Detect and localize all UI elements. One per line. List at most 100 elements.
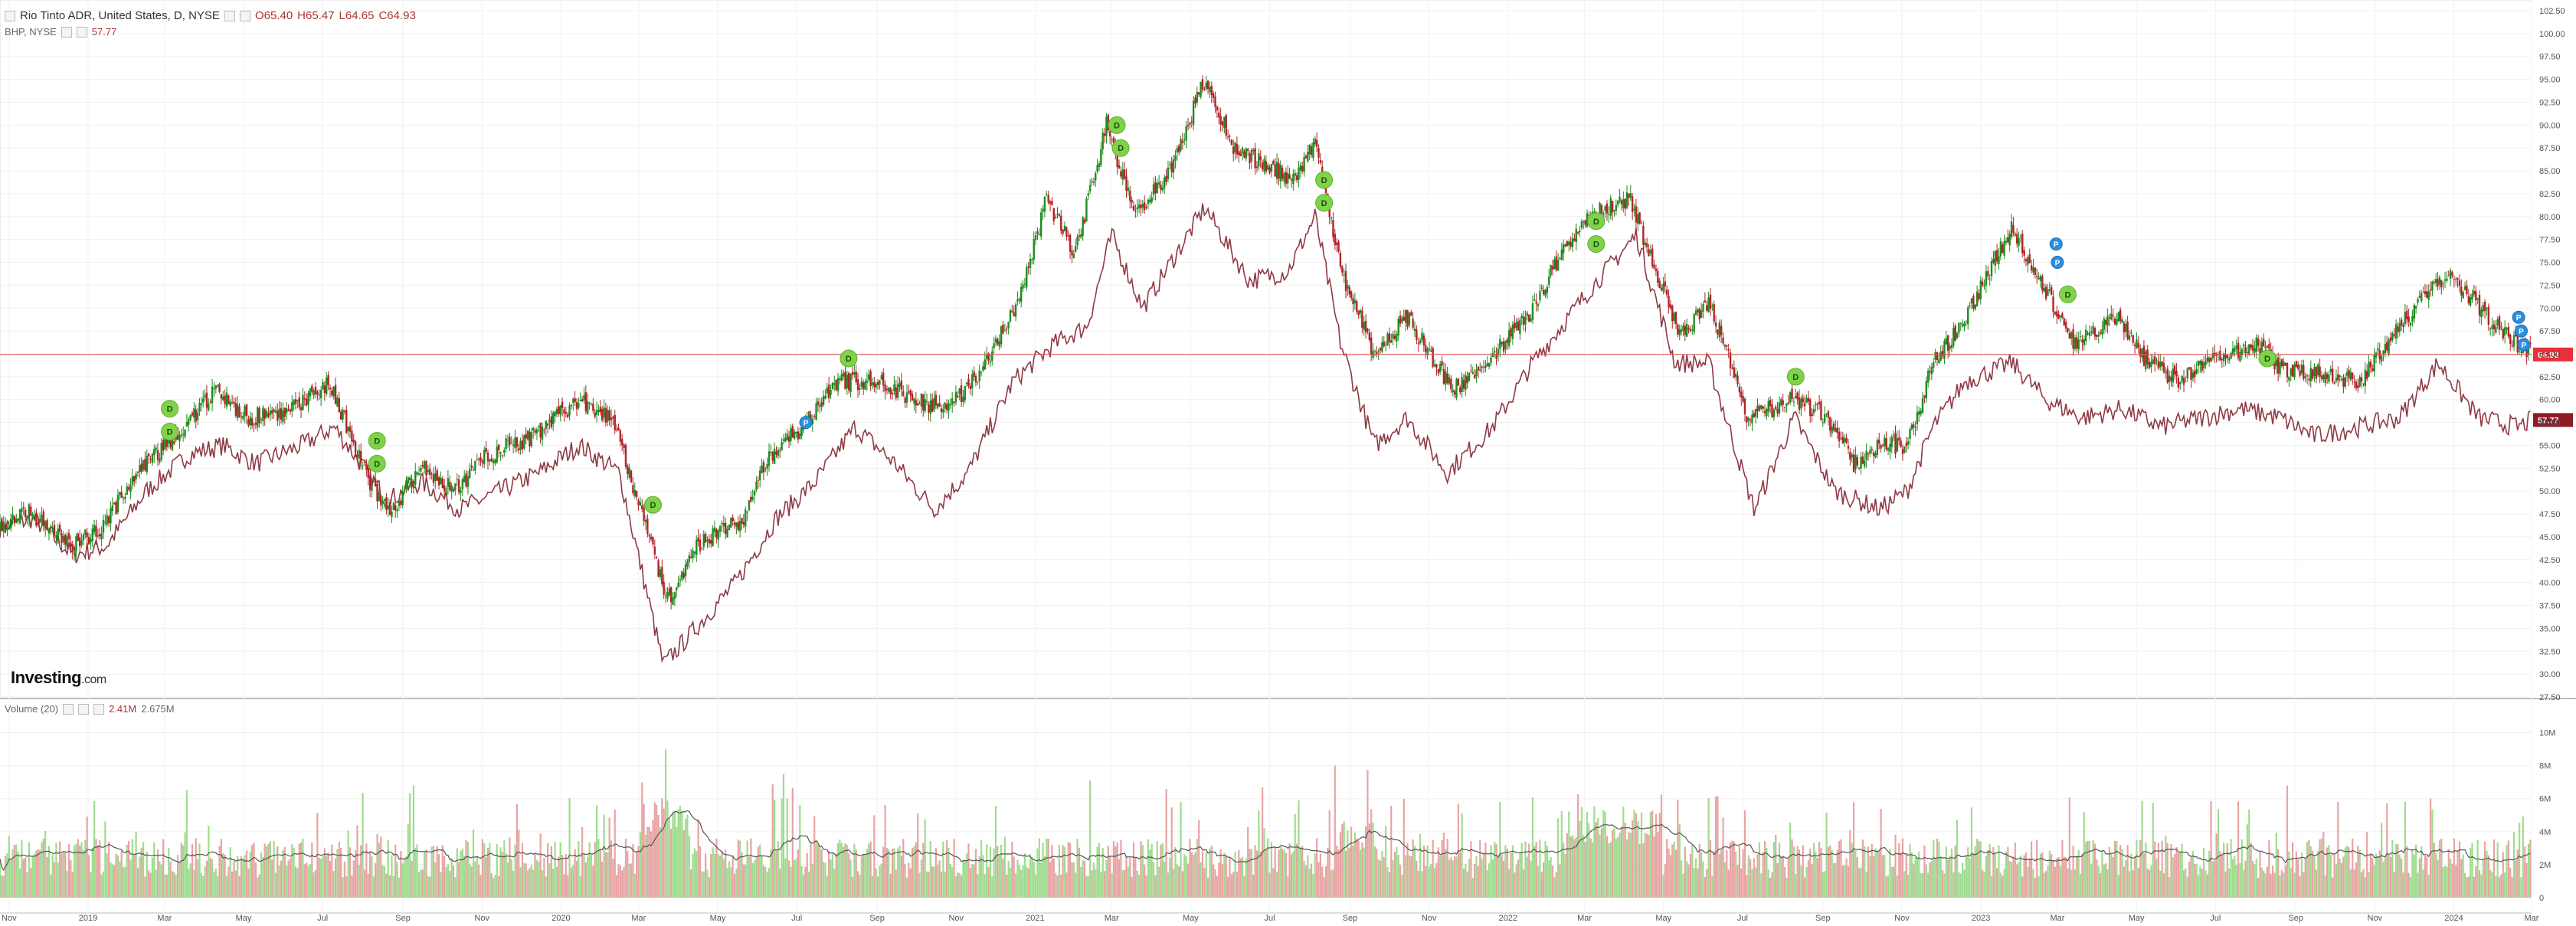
candle-body [257, 407, 259, 427]
volume-bar [1595, 822, 1597, 898]
candle-body [2355, 381, 2358, 389]
volume-settings-icon[interactable] [78, 703, 90, 715]
volume-bar [516, 803, 518, 898]
volume-bar [1528, 843, 1530, 898]
volume-bar [1452, 860, 1454, 898]
volume-bar [1502, 860, 1505, 898]
candle-body [761, 465, 763, 473]
candle-body [2414, 306, 2417, 309]
candle-body [1861, 456, 1864, 464]
volume-bar [1743, 810, 1746, 898]
candle-body [216, 385, 219, 387]
candle-body [443, 485, 446, 491]
candle-body [902, 391, 905, 396]
volume-bar [666, 800, 669, 898]
volume-bar [641, 782, 643, 898]
candle-body [2239, 352, 2241, 362]
candle-body [1299, 165, 1302, 171]
volume-bar [2348, 847, 2350, 898]
volume-bar [2032, 869, 2034, 898]
candle-body [918, 403, 921, 404]
candle-body [2529, 342, 2532, 345]
candle-body [1638, 212, 1641, 224]
volume-bar [2235, 865, 2237, 898]
candle-body [1550, 264, 1552, 276]
volume-bar [637, 846, 640, 898]
candle-body [245, 404, 248, 416]
volume-bar [1421, 871, 1423, 898]
volume-bar [922, 843, 925, 898]
candle-body [2155, 359, 2158, 361]
candle-body [1809, 399, 1812, 417]
candle-body [303, 398, 306, 400]
candle-body [1344, 270, 1347, 292]
event-marker [799, 416, 813, 430]
candle-body [2353, 381, 2355, 383]
volume-bar [1388, 872, 1390, 898]
candle-body [922, 394, 925, 411]
volume-toggle-icon[interactable] [63, 703, 74, 715]
collapse-toggle-icon[interactable] [5, 10, 15, 21]
compare-close-icon[interactable] [76, 26, 87, 38]
time-tick-label: May [1183, 914, 1199, 923]
candle-body [980, 371, 983, 373]
event-marker [2049, 237, 2063, 251]
candle-body [331, 390, 333, 396]
volume-bar [1787, 858, 1789, 898]
volume-bar [102, 871, 105, 898]
settings-icon[interactable] [224, 10, 235, 21]
volume-bar [840, 843, 843, 898]
event-marker-label: P [2516, 314, 2522, 322]
volume-bar [2145, 842, 2147, 898]
candle-body [378, 492, 381, 502]
candle-body [4, 524, 7, 530]
volume-bar [2415, 844, 2417, 898]
candle-body [151, 453, 154, 463]
volume-bar [2393, 872, 2395, 898]
candle-body [565, 412, 568, 414]
volume-bar [868, 843, 870, 898]
volume-bar [1836, 849, 1838, 898]
volume-bar [1290, 854, 1293, 898]
volume-bar [2502, 852, 2504, 898]
candle-body [2030, 265, 2033, 271]
candle-body [420, 468, 422, 472]
candle-body [2153, 356, 2156, 365]
candle-body [1023, 283, 1026, 285]
price-tick-label: 40.00 [2539, 579, 2561, 588]
compare-settings-icon[interactable] [61, 26, 72, 38]
volume-bar [1921, 872, 1924, 898]
volume-bar [119, 861, 121, 898]
volume-bar [728, 861, 731, 898]
volume-bar [2346, 846, 2349, 898]
volume-bar [998, 855, 1000, 898]
candle-body [954, 391, 957, 403]
candle-body [372, 480, 375, 483]
volume-bar [701, 871, 703, 898]
volume-bar [1003, 836, 1006, 898]
close-icon[interactable] [239, 10, 250, 21]
volume-close-icon[interactable] [93, 703, 105, 715]
candle-body [1129, 191, 1131, 201]
candle-body [173, 441, 175, 444]
candle-body [396, 509, 398, 512]
volume-bar [523, 862, 525, 898]
volume-bar [717, 854, 719, 898]
candle-body [1390, 340, 1393, 343]
candle-body [713, 527, 716, 532]
candle-body [1933, 362, 1935, 368]
volume-bar [391, 855, 393, 898]
volume-bar [1499, 802, 1501, 898]
candle-body [2103, 319, 2106, 330]
volume-bar [1524, 841, 1527, 898]
volume-bar [982, 855, 984, 898]
volume-bar [11, 849, 14, 898]
candle-body [1137, 205, 1141, 208]
candle-body [1546, 286, 1549, 293]
candle-body [1274, 164, 1276, 177]
candle-body [1307, 152, 1309, 162]
price-tick-label: 35.00 [2539, 624, 2561, 633]
candle-body [584, 392, 588, 412]
volume-bar [1083, 860, 1086, 898]
